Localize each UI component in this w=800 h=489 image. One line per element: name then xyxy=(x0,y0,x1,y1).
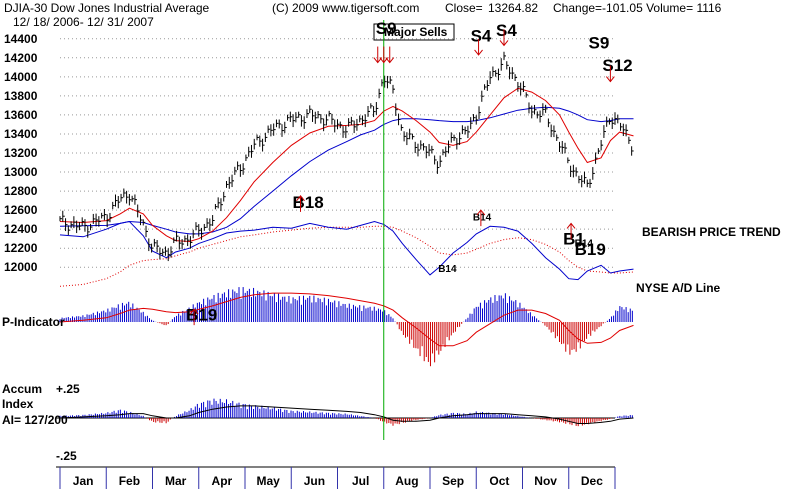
accum-histogram xyxy=(59,398,633,427)
y-tick-label: 13200 xyxy=(4,146,38,160)
accum-ma xyxy=(59,405,634,424)
month-label-mar: Mar xyxy=(165,474,187,488)
accum-label-line2: Index xyxy=(2,397,34,411)
buy-arrow-icon-head xyxy=(296,195,305,202)
x-axis-months: Jan Feb Mar Apr May Jun Jul Aug Sep Oct Nov Dec xyxy=(59,467,616,489)
y-tick-label: 14200 xyxy=(4,51,38,65)
p-indicator-histogram xyxy=(59,287,633,367)
signal-label-b19: B19 xyxy=(186,306,217,325)
month-label-nov: Nov xyxy=(534,474,557,488)
signal-label-b14: B14 xyxy=(473,213,492,224)
y-tick-label: 12800 xyxy=(4,184,38,198)
accum-label-line1: Accum xyxy=(2,382,42,396)
signal-label-s4: S4 xyxy=(471,27,492,46)
accum-top-value: +.25 xyxy=(56,382,80,396)
month-label-may: May xyxy=(256,474,280,488)
price-grid xyxy=(60,38,615,268)
date-range: 12/ 18/ 2006- 12/ 31/ 2007 xyxy=(13,15,154,29)
y-tick-label: 13600 xyxy=(4,108,38,122)
accum-ma-line xyxy=(59,405,634,424)
ad-line-label: NYSE A/D Line xyxy=(636,281,721,295)
price-ma-red xyxy=(59,87,634,243)
y-tick-label: 13000 xyxy=(4,165,38,179)
accum-ai-label: AI= 127/200 xyxy=(2,413,68,427)
buy-arrow-icon-head xyxy=(476,209,486,216)
signal-label-b14: B14 xyxy=(575,238,594,249)
p-indicator-ma xyxy=(59,292,634,347)
p-indicator-label: P-Indicator xyxy=(2,315,65,329)
price-bars xyxy=(59,51,634,262)
y-tick-label: 12400 xyxy=(4,222,38,236)
y-tick-label: 14000 xyxy=(4,70,38,84)
close-label: Close= xyxy=(445,1,483,15)
bearish-trend-label: BEARISH PRICE TREND xyxy=(642,225,781,239)
signal-label-s9: S9 xyxy=(589,33,610,52)
copyright-text: (C) 2009 www.tigersoft.com xyxy=(272,1,419,15)
signal-label-s12: S12 xyxy=(602,56,632,75)
month-label-feb: Feb xyxy=(119,474,140,488)
signal-label-s9: S9 xyxy=(376,19,397,38)
y-tick-label: 12600 xyxy=(4,203,38,217)
signal-label-b1: B1 xyxy=(563,229,585,248)
sell-arrow-icon-head xyxy=(499,40,509,47)
month-label-oct: Oct xyxy=(489,474,509,488)
sell-arrow-icon-head xyxy=(379,57,389,64)
month-label-sep: Sep xyxy=(442,474,464,488)
y-tick-label: 13400 xyxy=(4,127,38,141)
p-indicator-ma-line xyxy=(59,292,634,347)
sell-arrow-icon-head xyxy=(373,57,383,64)
ma-blue-line xyxy=(59,106,634,235)
signal-label-b14: B14 xyxy=(438,264,457,275)
sell-arrow-icon-head xyxy=(605,76,615,83)
ma-red-line xyxy=(59,87,634,243)
month-label-dec: Dec xyxy=(581,474,603,488)
signal-label-b19: B19 xyxy=(575,240,606,259)
y-tick-label: 12200 xyxy=(4,241,38,255)
y-tick-label: 12000 xyxy=(4,260,38,274)
sell-arrow-icon-head xyxy=(474,49,483,56)
change-volume-text: Change=-101.05 Volume= 1116 xyxy=(553,1,722,15)
accum-bottom-value: -.25 xyxy=(56,449,77,463)
sell-arrow-icon-head xyxy=(385,57,395,64)
month-label-jul: Jul xyxy=(352,474,369,488)
y-axis-ticks: 12000 12200 12400 12600 12800 13000 13200 13400… xyxy=(4,32,38,274)
buy-arrow-icon-head xyxy=(566,222,576,229)
y-tick-label: 13800 xyxy=(4,89,38,103)
price-ma-blue xyxy=(59,106,634,235)
buy-arrow-icon-head xyxy=(189,308,199,315)
chart-title: DJIA-30 Dow Jones Industrial Average xyxy=(4,1,210,15)
month-label-jun: Jun xyxy=(304,474,325,488)
month-label-apr: Apr xyxy=(212,474,233,488)
month-label-aug: Aug xyxy=(395,474,418,488)
signal-label-b18: B18 xyxy=(293,193,324,212)
close-value: 13264.82 xyxy=(488,1,538,15)
y-tick-label: 14400 xyxy=(4,32,38,46)
major-sells-box xyxy=(373,23,455,41)
month-label-jan: Jan xyxy=(73,474,94,488)
signal-label-s4: S4 xyxy=(496,21,517,40)
major-sells-label: Major Sells xyxy=(384,25,448,39)
